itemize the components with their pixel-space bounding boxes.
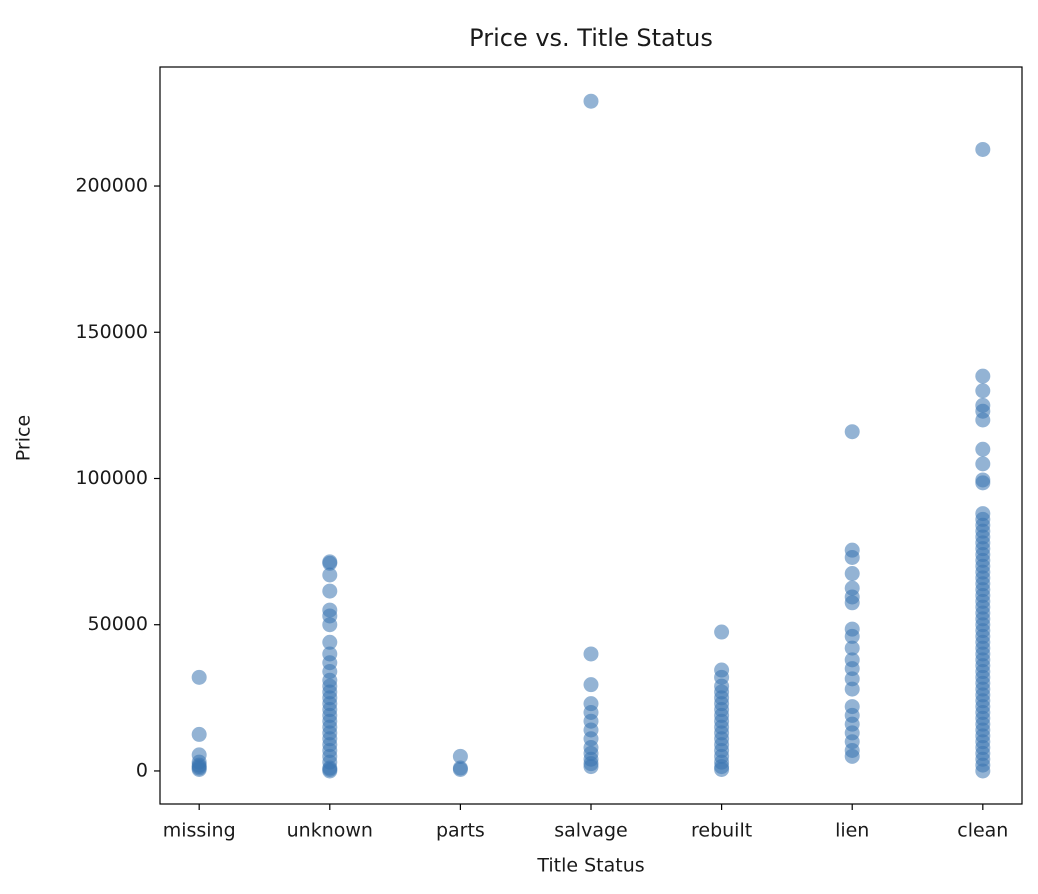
x-tick-label: clean xyxy=(957,820,1008,842)
point xyxy=(844,628,860,644)
point xyxy=(322,617,338,633)
point xyxy=(191,761,207,777)
point xyxy=(975,456,991,472)
point xyxy=(191,726,207,742)
y-tick-label: 200000 xyxy=(75,175,148,197)
point xyxy=(975,763,991,779)
point xyxy=(844,595,860,611)
x-tick-label: lien xyxy=(835,820,869,842)
point xyxy=(844,424,860,440)
point xyxy=(322,763,338,779)
point xyxy=(975,383,991,399)
chart-title: Price vs. Title Status xyxy=(469,24,713,52)
y-axis-label: Price xyxy=(13,415,35,461)
point xyxy=(975,141,991,157)
point xyxy=(975,441,991,457)
y-tick-label: 150000 xyxy=(75,321,148,343)
x-tick-label: salvage xyxy=(554,820,627,842)
point xyxy=(844,640,860,656)
x-tick-label: missing xyxy=(163,820,236,842)
point xyxy=(844,566,860,582)
point xyxy=(322,567,338,583)
y-tick-label: 50000 xyxy=(88,613,148,635)
point xyxy=(714,624,730,640)
point xyxy=(583,646,599,662)
x-tick-label: rebuilt xyxy=(691,820,752,842)
y-tick-label: 100000 xyxy=(75,467,148,489)
point xyxy=(844,549,860,565)
point xyxy=(322,583,338,599)
point xyxy=(322,634,338,650)
point xyxy=(844,681,860,697)
point xyxy=(452,748,468,764)
y-tick-label: 0 xyxy=(136,759,148,781)
point xyxy=(975,475,991,491)
plot-frame xyxy=(159,66,1023,805)
point xyxy=(583,93,599,109)
point xyxy=(191,669,207,685)
point xyxy=(844,748,860,764)
point xyxy=(714,761,730,777)
point xyxy=(322,555,338,571)
point xyxy=(583,677,599,693)
point xyxy=(583,759,599,775)
x-tick-label: parts xyxy=(436,820,485,842)
point xyxy=(452,761,468,777)
x-tick-label: unknown xyxy=(287,820,373,842)
point xyxy=(975,368,991,384)
point xyxy=(975,412,991,428)
x-axis-label: Title Status xyxy=(536,855,644,877)
